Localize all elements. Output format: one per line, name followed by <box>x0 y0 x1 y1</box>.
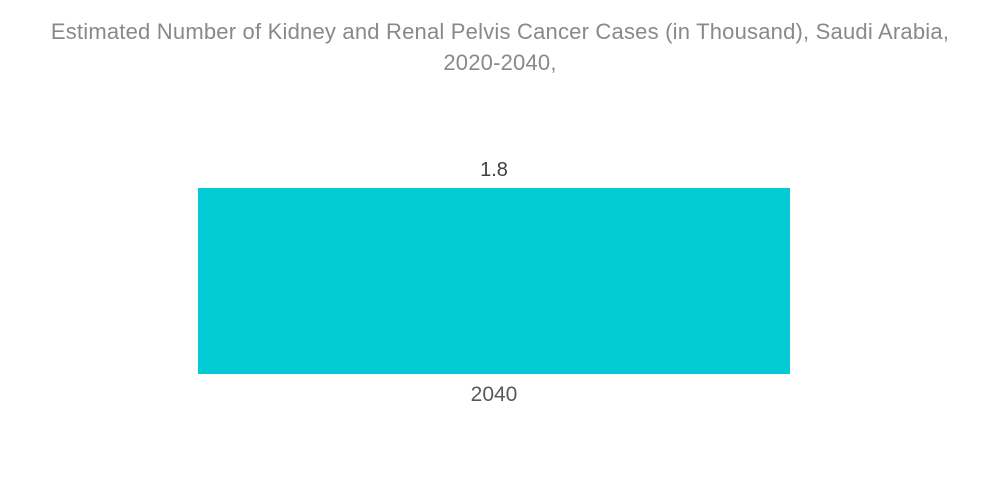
chart-title-line-2: 2020-2040, <box>443 50 557 75</box>
bar-value-label: 1.8 <box>480 159 508 181</box>
chart-title: Estimated Number of Kidney and Renal Pel… <box>0 16 1000 78</box>
x-axis-category-label: 2040 <box>470 383 518 406</box>
bar-2040 <box>198 188 790 374</box>
plot-area: 1.8 2040 <box>198 0 790 504</box>
chart-title-line-1: Estimated Number of Kidney and Renal Pel… <box>50 19 950 44</box>
